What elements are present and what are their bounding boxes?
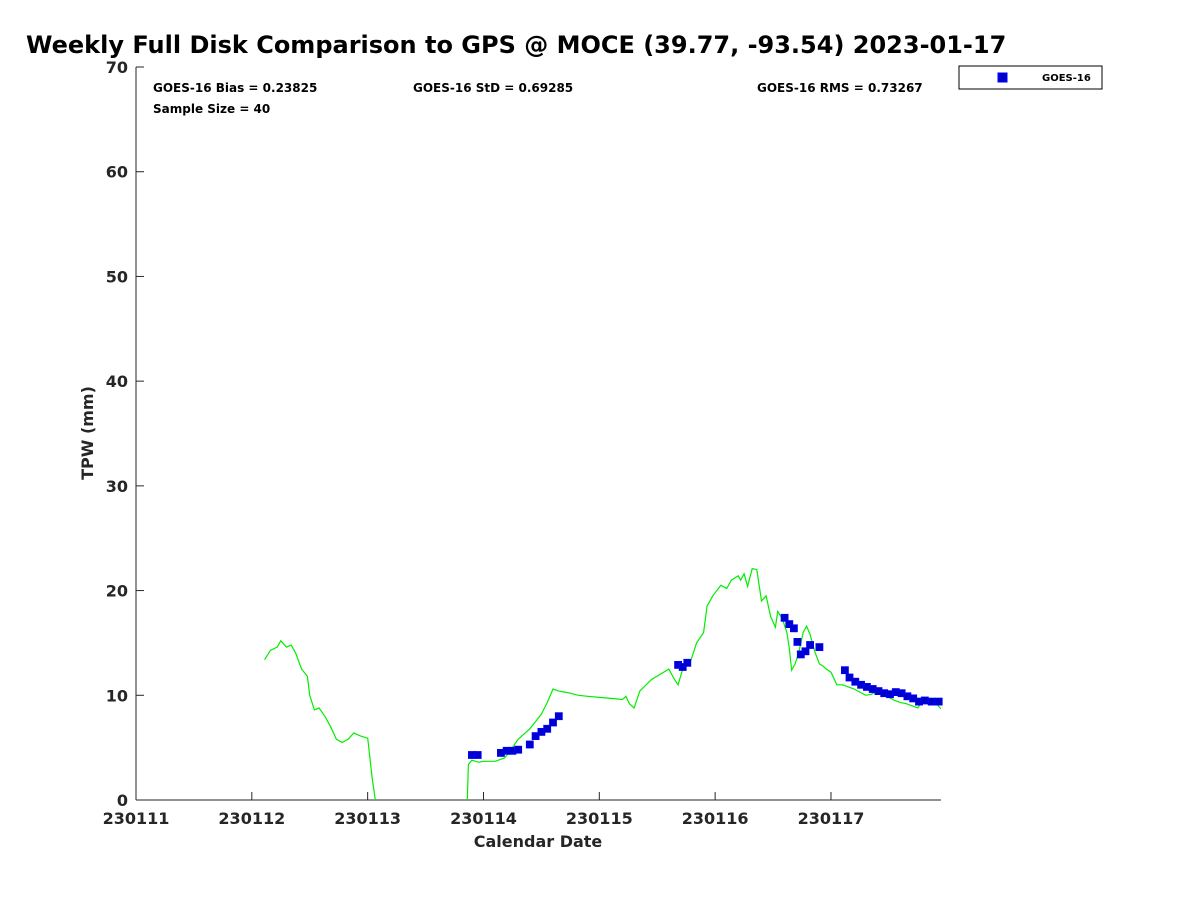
- y-tick-label: 70: [106, 58, 128, 77]
- goes-16-point: [473, 751, 482, 759]
- goes-16-point: [815, 643, 824, 651]
- legend-box: [958, 65, 1103, 90]
- sample-size-stat: Sample Size = 40: [153, 102, 270, 116]
- y-tick-label: 20: [106, 582, 128, 601]
- gps-series: [264, 567, 941, 800]
- goes-16-point: [801, 647, 810, 656]
- goes-16-point: [683, 658, 692, 667]
- goes-16-point: [934, 697, 943, 706]
- x-tick-label: 230112: [218, 809, 285, 828]
- x-axis-ticks: 230111 230112 230113 230114 230115 230116 2301…: [103, 792, 865, 828]
- legend-label-goes-16: GOES-16: [1042, 73, 1091, 84]
- bias-stat: GOES-16 Bias = 0.23825: [153, 81, 317, 95]
- x-tick-label: 230111: [103, 809, 170, 828]
- goes-16-point: [920, 696, 929, 705]
- plot-area: [135, 67, 941, 801]
- goes-16-point: [549, 718, 557, 727]
- y-tick-label: 30: [106, 477, 128, 496]
- y-tick-label: 60: [106, 163, 128, 182]
- y-axis-ticks: 0 10 20 30 40 50 60 70: [106, 58, 144, 810]
- goes-16-point: [793, 638, 802, 646]
- goes-16-point: [785, 620, 794, 628]
- legend-marker-goes-16: [997, 72, 1008, 83]
- goes-16-point: [806, 641, 814, 649]
- y-axis-label: TPW (mm): [78, 386, 97, 480]
- goes-16-point: [790, 624, 798, 633]
- goes-16-point: [531, 732, 540, 740]
- legend: GOES-16: [958, 65, 1103, 90]
- chart-title: Weekly Full Disk Comparison to GPS @ MOC…: [26, 31, 1006, 59]
- x-tick-label: 230116: [682, 809, 749, 828]
- x-tick-label: 230115: [566, 809, 633, 828]
- y-tick-label: 50: [106, 267, 128, 286]
- gps-line-segment: [264, 639, 376, 800]
- gps-line-segment: [466, 567, 941, 800]
- y-tick-label: 10: [106, 686, 128, 705]
- goes-16-point: [554, 712, 563, 721]
- x-axis-label: Calendar Date: [474, 832, 603, 851]
- goes-16-point: [514, 745, 523, 754]
- goes-16-point: [543, 724, 552, 733]
- goes-16-point: [841, 666, 849, 675]
- std-stat: GOES-16 StD = 0.69285: [413, 81, 573, 95]
- y-tick-label: 40: [106, 372, 128, 391]
- goes-16-point: [845, 673, 854, 682]
- x-tick-label: 230117: [798, 809, 865, 828]
- goes-16-point: [678, 663, 687, 671]
- y-tick-label: 0: [117, 791, 128, 810]
- goes-16-point: [927, 697, 936, 706]
- goes-16-series: [467, 613, 943, 759]
- rms-stat: GOES-16 RMS = 0.73267: [757, 81, 923, 95]
- goes-16-point: [525, 740, 534, 749]
- goes-16-point: [780, 613, 789, 622]
- x-tick-label: 230114: [450, 809, 517, 828]
- x-tick-label: 230113: [334, 809, 401, 828]
